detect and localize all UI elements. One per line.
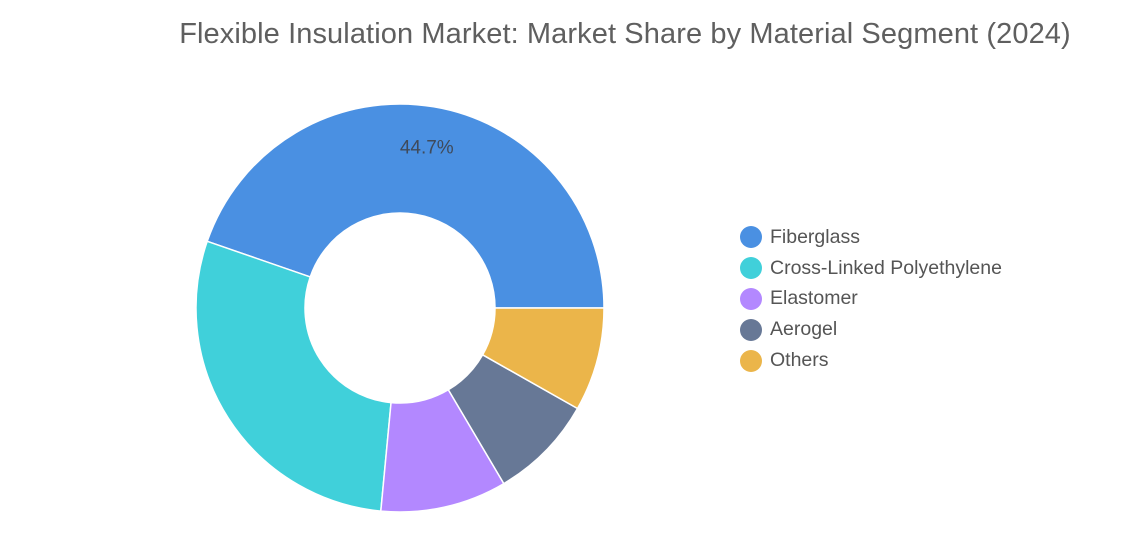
- legend-item-aerogel[interactable]: Aerogel: [740, 314, 1002, 345]
- legend-item-cross-linked-polyethylene[interactable]: Cross-Linked Polyethylene: [740, 253, 1002, 284]
- legend-swatch: [740, 257, 762, 280]
- slice-others: [481, 307, 605, 410]
- legend-item-elastomer[interactable]: Elastomer: [740, 284, 1002, 315]
- slice-cross-linked-polyethylene: [195, 240, 392, 512]
- data-label-fiberglass: 44.7%: [400, 138, 454, 159]
- legend-swatch: [740, 287, 762, 310]
- legend-item-fiberglass[interactable]: Fiberglass: [740, 222, 1002, 253]
- legend-swatch: [740, 318, 762, 341]
- legend-label: Elastomer: [770, 287, 858, 310]
- legend-swatch: [740, 226, 762, 249]
- slice-fiberglass: [206, 103, 605, 309]
- legend-label: Fiberglass: [770, 225, 860, 248]
- legend-label: Aerogel: [770, 318, 838, 341]
- legend-item-others[interactable]: Others: [740, 345, 1002, 376]
- legend-swatch: [740, 349, 762, 372]
- legend-label: Others: [770, 349, 829, 372]
- chart-legend: Fiberglass Cross-Linked Polyethylene Elast…: [740, 222, 1002, 376]
- chart-title: Flexible Insulation Market: Market Share…: [179, 18, 1071, 50]
- legend-label: Cross-Linked Polyethylene: [770, 256, 1002, 279]
